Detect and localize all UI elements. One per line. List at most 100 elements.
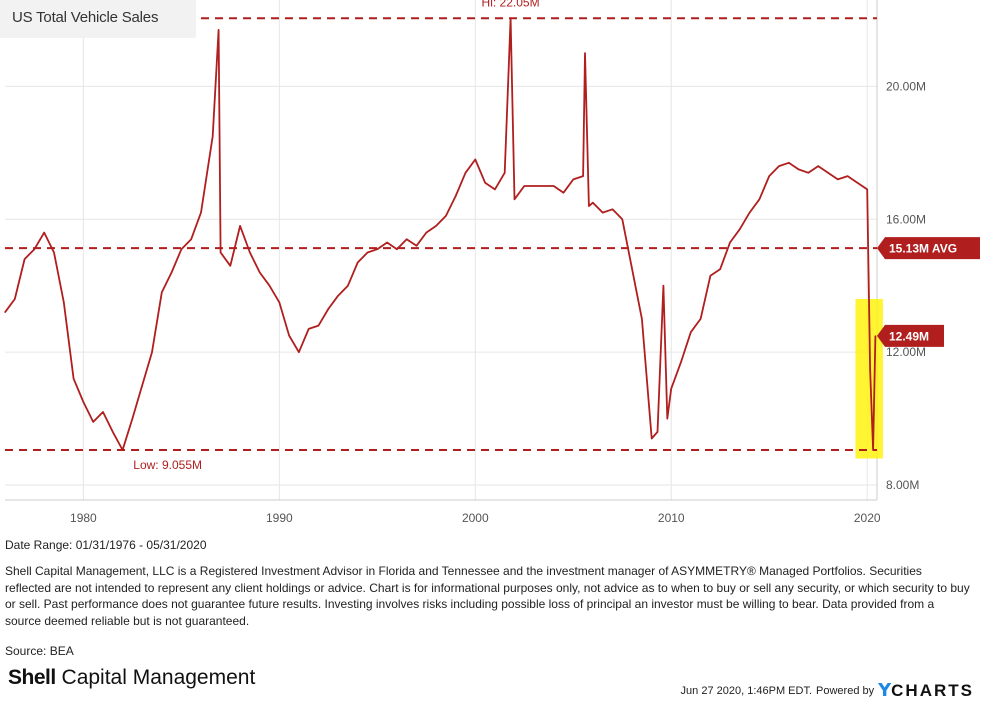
data-point: [778, 165, 780, 167]
data-point: [513, 198, 516, 200]
y-tick-label: 16.00M: [886, 212, 926, 226]
data-point: [641, 318, 643, 320]
data-point: [53, 251, 55, 254]
data-point: [739, 228, 741, 230]
data-point: [337, 295, 339, 297]
brand-logo: Shell Capital Management: [8, 666, 255, 690]
data-point: [827, 172, 829, 174]
data-point: [584, 52, 586, 54]
data-point: [709, 275, 712, 277]
data-point: [690, 331, 692, 333]
date-range: Date Range: 01/31/1976 - 05/31/2020: [5, 538, 207, 552]
last-value-label: 12.49M: [889, 329, 929, 343]
data-point: [82, 401, 84, 403]
y-tick-label: 8.00M: [886, 478, 919, 492]
data-point: [788, 162, 790, 164]
data-point: [161, 291, 163, 293]
y-tick-label: 20.00M: [886, 79, 926, 93]
data-point: [662, 285, 665, 287]
data-point: [807, 172, 810, 174]
x-tick-label: 2000: [462, 511, 489, 525]
data-point: [474, 158, 476, 161]
data-point: [874, 335, 877, 337]
source-note: Source: BEA: [5, 644, 74, 658]
data-point: [112, 431, 114, 433]
avg-badge: [877, 237, 980, 260]
data-point: [268, 285, 271, 287]
hi-label: Hi: 22.05M: [482, 0, 540, 9]
data-point: [572, 178, 574, 181]
data-point: [533, 185, 535, 187]
data-point: [435, 225, 437, 227]
data-point: [768, 175, 770, 177]
disclaimer: Shell Capital Management, LLC is a Regis…: [5, 564, 970, 628]
data-point: [357, 261, 359, 264]
data-point: [445, 215, 447, 217]
data-point: [239, 225, 241, 227]
ycharts-y-icon: Y: [878, 680, 892, 701]
data-point: [288, 334, 290, 337]
data-point: [229, 265, 231, 267]
data-point: [611, 208, 614, 210]
data-point: [102, 411, 104, 413]
data-point: [700, 318, 702, 320]
data-point: [43, 231, 45, 234]
data-point: [866, 188, 868, 190]
data-point: [656, 431, 659, 433]
brand-name-bold: Shell: [8, 666, 56, 689]
timestamp: Jun 27 2020, 1:46PM EDT.: [680, 684, 813, 697]
data-point: [817, 165, 819, 167]
data-point: [680, 361, 682, 363]
data-point: [523, 185, 525, 187]
data-point: [151, 351, 153, 353]
brand-name-rest: Capital Management: [55, 666, 256, 689]
data-point: [651, 437, 653, 440]
data-point: [621, 218, 623, 220]
data-point: [4, 311, 6, 313]
x-tick-label: 1980: [70, 511, 97, 525]
data-point: [170, 271, 173, 274]
data-point: [837, 178, 839, 181]
data-point: [317, 324, 320, 327]
data-point: [327, 308, 329, 310]
data-point: [588, 205, 590, 207]
data-point: [298, 351, 300, 353]
data-point: [259, 271, 261, 274]
data-point: [729, 241, 731, 244]
data-point: [758, 198, 761, 200]
data-point: [219, 251, 222, 254]
data-point: [14, 298, 16, 300]
y-tick-label: 12.00M: [886, 345, 926, 359]
chart: Hi: 22.05M Low: 9.055M 15.13M AVG 20.00M 16.…: [4, 0, 980, 525]
ycharts-wordmark: CHARTS: [891, 680, 974, 700]
data-point: [92, 421, 94, 423]
data-point: [582, 175, 584, 177]
data-point: [543, 185, 545, 187]
data-point: [72, 378, 75, 380]
data-point: [856, 182, 859, 184]
avg-label: 15.13M AVG: [889, 242, 957, 256]
data-point: [455, 195, 457, 197]
chart-title: US Total Vehicle Sales: [12, 9, 159, 26]
data-point: [200, 212, 202, 214]
x-tick-label: 2010: [658, 511, 685, 525]
data-point: [464, 172, 467, 174]
chart-title-box: US Total Vehicle Sales: [0, 0, 196, 38]
data-point: [212, 135, 214, 137]
data-point: [190, 238, 192, 240]
data-point: [63, 301, 65, 303]
data-point: [592, 202, 594, 204]
credit-line: Jun 27 2020, 1:46PM EDT. Powered by Y CHA…: [681, 680, 974, 701]
x-tick-label: 2020: [854, 511, 881, 525]
data-point: [749, 212, 751, 214]
last-value-badge: [877, 324, 944, 347]
ycharts-logo[interactable]: Y CHARTS: [878, 680, 974, 701]
data-point: [406, 238, 408, 240]
data-point: [23, 258, 26, 260]
data-point: [180, 248, 182, 250]
powered-by-label: Powered by: [816, 684, 875, 697]
data-point: [141, 384, 143, 386]
data-point: [504, 172, 506, 174]
data-point: [602, 212, 604, 214]
data-point: [666, 418, 668, 420]
